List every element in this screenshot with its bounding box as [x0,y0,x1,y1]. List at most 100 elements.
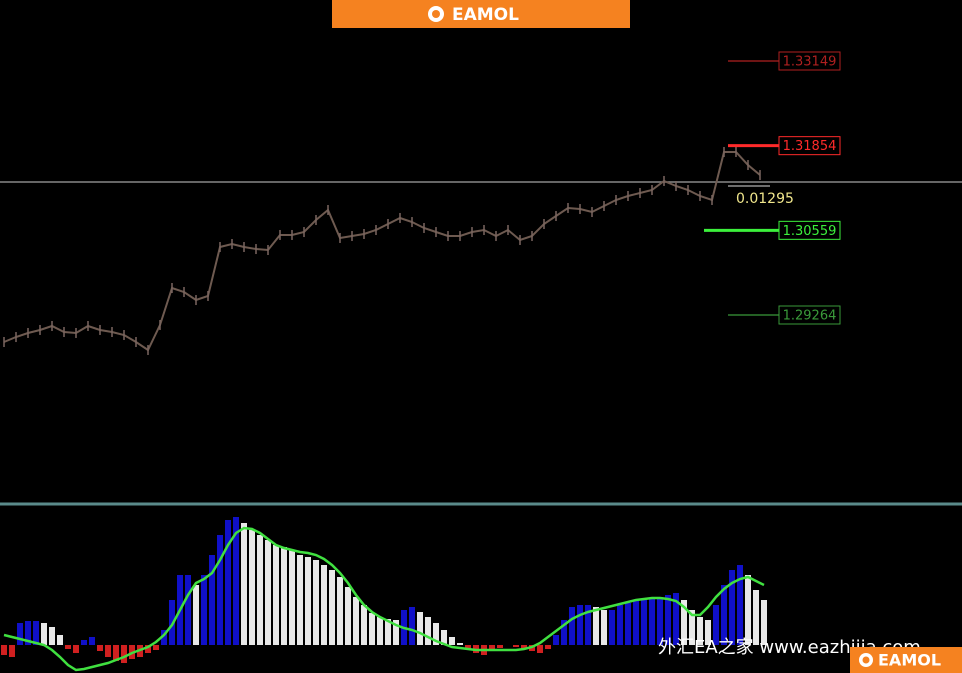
histogram-bar [289,550,295,645]
histogram-bar [641,600,647,645]
histogram-bar [153,645,159,650]
histogram-bar [17,623,23,645]
logo-text: EAMOL [878,651,941,670]
histogram-bar [33,621,39,645]
histogram-bar [81,640,87,645]
histogram-bar [369,613,375,645]
histogram-bar [9,645,15,657]
histogram-bar [489,645,495,651]
histogram-bar [145,645,151,653]
histogram-bar [625,603,631,645]
histogram-bar [41,623,47,645]
histogram-bar [585,605,591,645]
histogram-bar [89,637,95,645]
signal-line [3,526,765,672]
histogram-bar [241,523,247,645]
histogram-bar [193,585,199,645]
histogram-bar [569,607,575,645]
histogram-bar [385,619,391,645]
histogram-bar [545,645,551,649]
histogram-bar [425,617,431,645]
histogram-bar [265,540,271,645]
histogram-bar [121,645,127,663]
level-label-box [778,220,841,240]
histogram-bar [649,599,655,645]
histogram-bar [673,593,679,645]
level-label-box [778,51,841,71]
histogram-bar [281,547,287,645]
histogram-bar [65,645,71,649]
logo-icon-inner [862,656,870,664]
histogram-bar [577,605,583,645]
histogram-bar [185,575,191,645]
histogram-bar [321,565,327,645]
histogram-bar [497,645,503,648]
histogram-bar [329,570,335,645]
histogram-bar [721,585,727,645]
histogram-bar [1,645,7,655]
histogram-bar [209,555,215,645]
histogram-bar [449,637,455,645]
histogram-bar [601,610,607,645]
level-label: 1.33149 [783,55,837,70]
histogram-bar [417,612,423,645]
histogram-bar [689,610,695,645]
histogram-bar [233,517,239,645]
histogram-bar [657,597,663,645]
histogram-bar [553,635,559,645]
logo-text: EAMOL [452,5,519,25]
histogram-bar [521,645,527,649]
histogram-bar [441,630,447,645]
histogram-bar [761,600,767,645]
histogram-bar [753,590,759,645]
histogram-bar [617,605,623,645]
histogram-bar [73,645,79,653]
level-label: 1.29264 [783,309,837,324]
histogram-bar [409,607,415,645]
histogram-bar [49,627,55,645]
histogram-bar [593,607,599,645]
price-series [3,151,761,352]
histogram-bar [217,535,223,645]
histogram-bar [713,605,719,645]
histogram-bar [97,645,103,651]
histogram-bar [705,620,711,645]
histogram-bar [273,545,279,645]
level-label-box [778,305,841,325]
histogram-bar [745,575,751,645]
histogram-bar [697,617,703,645]
logo-banner [332,0,630,28]
histogram-bar [57,635,63,645]
histogram-bar [297,555,303,645]
histogram-bar [313,560,319,645]
logo-icon-inner [432,10,440,18]
histogram-bar [393,620,399,645]
histogram-bar [457,643,463,645]
histogram-bar [113,645,119,661]
level-label: 1.30559 [783,224,837,239]
histogram-bar [249,530,255,645]
histogram-bar [537,645,543,653]
histogram-bar [161,630,167,645]
histogram-bar [665,595,671,645]
histogram-bar [25,621,31,645]
histogram-bar [361,605,367,645]
histogram-bar [465,645,471,649]
histogram-bar [337,577,343,645]
histogram-bar [353,597,359,645]
indicator [1,517,767,672]
histogram-bar [633,601,639,645]
histogram-bar [257,535,263,645]
histogram-bar [377,617,383,645]
histogram-bar [561,620,567,645]
level-label: 1.31854 [783,139,837,154]
histogram-bar [345,587,351,645]
histogram-bar [737,565,743,645]
histogram-bar [225,520,231,645]
histogram-bar [729,570,735,645]
histogram-bar [433,623,439,645]
level-label-box [778,136,841,156]
histogram-bar [681,600,687,645]
